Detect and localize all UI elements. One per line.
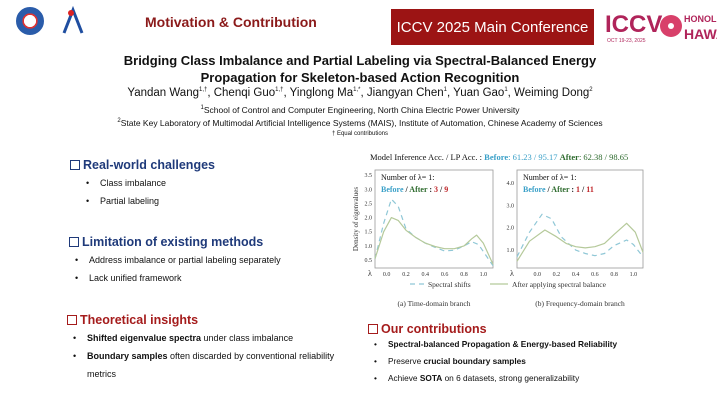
- series-line-dashed: [374, 198, 494, 267]
- x-tick-label: 0.8: [460, 272, 468, 278]
- lambda-count-label: Number of λ= 1:: [381, 173, 435, 182]
- y-tick-label: 3.5: [365, 173, 373, 179]
- slide-title: Motivation & Contribution: [145, 14, 317, 30]
- bullet-item: Shifted eigenvalue spectra under class i…: [73, 329, 357, 347]
- x-tick-label: 0.2: [553, 272, 561, 278]
- x-tick-label: 0.4: [422, 272, 430, 278]
- figure-caption: (b) Frequency-domain branch: [535, 299, 625, 308]
- checkbox-square-icon: [69, 237, 79, 247]
- author: Jiangyan Chen: [366, 87, 444, 99]
- conference-banner: ICCV 2025 Main Conference: [391, 9, 594, 45]
- section-contributions: Our contributionsSpectral-balanced Propa…: [368, 322, 617, 387]
- x-tick-label: 0.4: [572, 272, 580, 278]
- x-tick-label: 0.0: [383, 272, 391, 278]
- x-tick-label: 1.0: [630, 272, 638, 278]
- legend-label: After applying spectral balance: [512, 280, 607, 289]
- y-axis-label: Density of eigenvalues: [352, 187, 360, 251]
- affiliation-2: 2State Key Laboratory of Multimodal Arti…: [117, 118, 603, 128]
- bullet-item: Class imbalance: [86, 174, 215, 192]
- y-tick-label: 2.5: [365, 201, 373, 207]
- institute-logo: [60, 5, 86, 34]
- bullet-item: Partial labeling: [86, 192, 215, 210]
- legend-label: Spectral shifts: [428, 280, 471, 289]
- y-tick-label: 4.0: [507, 181, 515, 187]
- x-tick-label: 1.0: [480, 272, 488, 278]
- author: Yinglong Ma: [289, 87, 354, 99]
- title-line: Bridging Class Imbalance and Partial Lab…: [123, 53, 597, 68]
- y-tick-label: 2.0: [507, 226, 515, 232]
- y-tick-label: 2.0: [365, 216, 373, 222]
- lambda-count-values: Before / After : 1 / 11: [523, 185, 594, 194]
- series-line-dashed: [516, 213, 644, 258]
- x-axis-label: λ: [368, 269, 372, 278]
- eigenvalue-density-figure: 0.0 0.2 0.4 0.6 0.8 1.0 0.5 1.0 1.5 2.0 2.5 3.0 3.5 λ…: [352, 169, 644, 308]
- author: Weiming Dong: [514, 87, 590, 99]
- bullet-item: Preserve crucial boundary samples: [374, 353, 617, 370]
- checkbox-square-icon: [368, 324, 378, 334]
- author-sup: 1: [504, 87, 508, 94]
- x-tick-label: 0.0: [533, 272, 541, 278]
- accuracy-summary: Model Inference Acc. / LP Acc. : Before:…: [370, 152, 629, 162]
- author-sup: 1,*: [353, 87, 361, 94]
- x-tick-label: 0.2: [402, 272, 410, 278]
- x-axis-label: λ: [510, 269, 514, 278]
- bullet-item: Spectral-balanced Propagation & Energy-b…: [374, 336, 617, 353]
- x-tick-label: 0.6: [591, 272, 599, 278]
- bullet-item: Boundary samples often discarded by conv…: [73, 347, 357, 383]
- section-limitations: Limitation of existing methodsAddress im…: [69, 235, 281, 287]
- author-sup: 1,†: [275, 87, 284, 94]
- authors: Yandan Wang1,†, Chenqi Guo1,†, Yinglong …: [127, 87, 593, 99]
- lambda-count-values: Before / After : 3 / 9: [381, 185, 448, 194]
- author-sup: 1,†: [199, 87, 208, 94]
- svg-text:ICCV: ICCV: [605, 11, 662, 38]
- y-tick-label: 3.0: [365, 187, 373, 193]
- section-theoretical: Theoretical insightsShifted eigenvalue s…: [67, 313, 357, 383]
- checkbox-square-icon: [70, 160, 80, 170]
- lambda-count-label: Number of λ= 1:: [523, 173, 577, 182]
- author: Chenqi Guo: [213, 87, 276, 99]
- plot-frame: [374, 169, 494, 269]
- y-tick-label: 1.0: [365, 244, 373, 250]
- plot-frame: [516, 169, 644, 269]
- y-tick-label: 0.5: [365, 258, 373, 264]
- y-tick-label: 1.5: [365, 230, 373, 236]
- section-real-world: Real-world challengesClass imbalancePart…: [70, 158, 215, 210]
- equal-contribution-note: † Equal contributions: [331, 131, 389, 137]
- author-sup: 2: [589, 87, 593, 94]
- iccv-logo: ICCV OCT 19-23, 2025 HONOLULU HAWAII: [605, 6, 720, 46]
- bullet-item: Address imbalance or partial labeling se…: [75, 251, 281, 269]
- svg-text:HAWAII: HAWAII: [684, 26, 717, 42]
- bullet-item: Lack unified framework: [75, 269, 281, 287]
- author: Yandan Wang: [127, 87, 199, 99]
- paper-title: Bridging Class Imbalance and Partial Lab…: [0, 52, 720, 86]
- x-tick-label: 0.8: [610, 272, 618, 278]
- y-tick-label: 3.0: [507, 203, 515, 209]
- title-line: Propagation for Skeleton-based Action Re…: [200, 70, 520, 85]
- series-line-solid: [374, 217, 494, 265]
- author: Yuan Gao: [453, 87, 505, 99]
- figure-caption: (a) Time-domain branch: [398, 299, 471, 308]
- x-tick-label: 0.6: [441, 272, 449, 278]
- bullet-item: Achieve SOTA on 6 datasets, strong gener…: [374, 370, 617, 387]
- series-line-solid: [516, 222, 644, 262]
- affiliation-1: 1School of Control and Computer Engineer…: [200, 105, 520, 115]
- svg-text:HONOLULU: HONOLULU: [684, 14, 717, 24]
- checkbox-square-icon: [67, 315, 77, 325]
- svg-text:OCT 19-23, 2025: OCT 19-23, 2025: [607, 38, 646, 44]
- university-logo: [16, 7, 44, 35]
- y-tick-label: 1.0: [507, 248, 515, 254]
- author-sup: 1: [443, 87, 447, 94]
